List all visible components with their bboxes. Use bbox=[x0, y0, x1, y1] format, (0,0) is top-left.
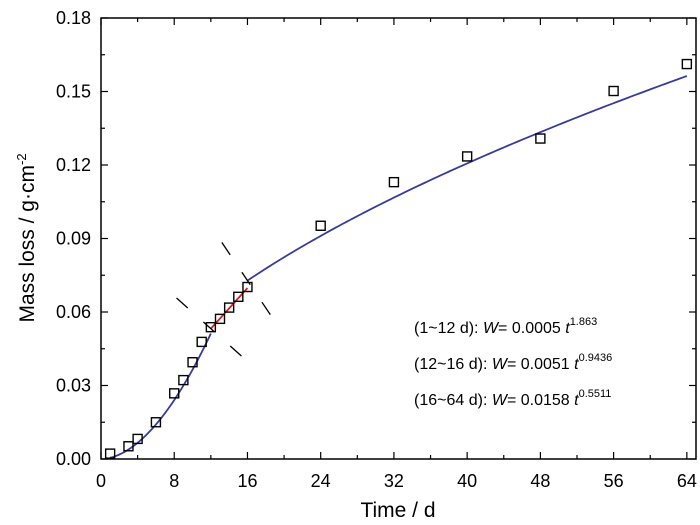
y-tick-label: 0.00 bbox=[56, 449, 91, 469]
fit-curve-2 bbox=[210, 287, 249, 330]
fit-equation-part: = bbox=[498, 320, 512, 337]
fit-equation-part: (1~12 d): bbox=[414, 320, 483, 337]
data-point bbox=[315, 220, 326, 231]
data-point bbox=[388, 176, 400, 188]
breakpoint-marker bbox=[221, 242, 274, 320]
fit-equation-part: = bbox=[507, 392, 521, 409]
data-point bbox=[242, 281, 253, 293]
x-tick-label: 16 bbox=[237, 471, 257, 491]
fit-equation-part: 0.0005 bbox=[512, 320, 565, 337]
y-tick-label: 0.18 bbox=[56, 8, 91, 28]
data-point bbox=[178, 374, 189, 386]
fit-equation-1: (1~12 d): W= 0.0005 t1.863 bbox=[414, 316, 597, 337]
fit-equation-part: (16~64 d): bbox=[414, 392, 492, 409]
data-point bbox=[150, 417, 162, 428]
x-tick-label: 0 bbox=[96, 471, 106, 491]
data-point bbox=[535, 133, 546, 144]
fit-curve-1 bbox=[109, 333, 212, 459]
x-tick-label: 64 bbox=[677, 471, 697, 491]
fit-curve-3 bbox=[246, 75, 688, 282]
fit-equation-part: 0.5511 bbox=[579, 388, 612, 400]
y-tick-label: 0.15 bbox=[56, 82, 91, 102]
data-point bbox=[233, 291, 244, 303]
fit-equation-part: 1.863 bbox=[570, 316, 598, 328]
fit-equation-part: W bbox=[492, 392, 509, 409]
y-axis-label-exponent: -2 bbox=[14, 153, 29, 165]
y-tick-label: 0.09 bbox=[56, 229, 91, 249]
fit-equation-part: = bbox=[507, 356, 521, 373]
fit-equation-part: (12~16 d): bbox=[414, 356, 492, 373]
data-point bbox=[132, 433, 143, 445]
fit-equation-part: 0.0158 bbox=[521, 392, 574, 409]
data-points bbox=[104, 58, 693, 459]
x-tick-label: 32 bbox=[384, 471, 404, 491]
x-tick-label: 24 bbox=[311, 471, 331, 491]
y-tick-label: 0.12 bbox=[56, 155, 91, 175]
fit-equation-3: (16~64 d): W= 0.0158 t0.5511 bbox=[414, 388, 611, 409]
fit-equation-part: t bbox=[565, 320, 570, 337]
fit-equation-2: (12~16 d): W= 0.0051 t0.9436 bbox=[414, 352, 612, 373]
fit-equation-part: t bbox=[574, 392, 579, 409]
data-point bbox=[205, 321, 217, 333]
fit-equation-part: W bbox=[483, 320, 500, 337]
data-point bbox=[123, 441, 134, 452]
breakpoint-marker bbox=[176, 297, 246, 360]
x-tick-label: 56 bbox=[604, 471, 624, 491]
y-axis-label-main: Mass loss / g·cm bbox=[16, 165, 39, 323]
x-axis-ticks: 0 8 16 24 32 40 48 56 64 bbox=[96, 18, 697, 491]
fit-equation-part: t bbox=[574, 356, 579, 373]
data-point bbox=[104, 448, 116, 459]
fit-equation-part: 0.0051 bbox=[521, 356, 574, 373]
data-point bbox=[196, 336, 207, 348]
data-point bbox=[681, 58, 693, 70]
data-point bbox=[169, 388, 180, 399]
y-axis-ticks: 0.00 0.03 0.06 0.09 0.12 0.15 0.18 bbox=[56, 8, 696, 469]
x-tick-label: 40 bbox=[457, 471, 477, 491]
breakpoint-markers bbox=[176, 242, 274, 360]
x-axis-label: Time / d bbox=[360, 499, 435, 522]
fit-equation-part: 0.9436 bbox=[579, 352, 613, 364]
fit-equation-part: W bbox=[492, 356, 509, 373]
fit-equations: (1~12 d): W= 0.0005 t1.863(12~16 d): W= … bbox=[414, 316, 612, 409]
data-point bbox=[461, 151, 473, 162]
y-tick-label: 0.03 bbox=[56, 376, 91, 396]
data-point bbox=[608, 85, 619, 97]
x-tick-label: 48 bbox=[530, 471, 550, 491]
fit-curves bbox=[109, 75, 688, 459]
data-point bbox=[223, 302, 235, 313]
x-tick-label: 8 bbox=[169, 471, 179, 491]
data-point bbox=[214, 313, 226, 325]
data-point bbox=[187, 357, 198, 368]
y-tick-label: 0.06 bbox=[56, 302, 91, 322]
y-axis-label: Mass loss / g·cm-2 bbox=[14, 153, 39, 322]
